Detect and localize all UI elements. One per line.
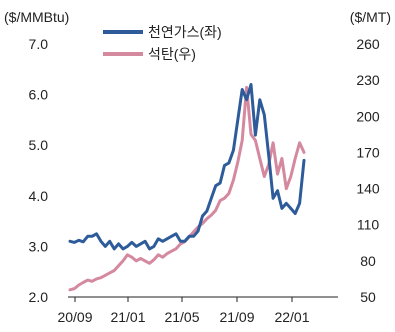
left-tick-label: 4.0 (29, 188, 49, 204)
series-layer (68, 83, 306, 292)
right-tick-label: 140 (356, 181, 380, 197)
x-tick-label: 22/01 (274, 309, 309, 325)
series-line-coal (68, 85, 306, 292)
legend-label-natural-gas: 천연가스(좌) (148, 24, 222, 40)
x-tick-label: 21/09 (219, 309, 254, 325)
legend-label-coal: 석탄(우) (148, 46, 196, 62)
right-tick-label: 200 (356, 108, 380, 124)
left-tick-label: 7.0 (29, 36, 49, 52)
left-axis-title: ($/MMBtu) (4, 9, 69, 25)
right-tick-label: 110 (357, 217, 380, 233)
right-tick-label: 170 (356, 144, 380, 160)
left-axis-ticks: 7.0 6.0 5.0 4.0 3.0 2.0 (29, 36, 49, 305)
x-tick-label: 20/09 (57, 309, 92, 325)
left-tick-label: 2.0 (29, 289, 49, 305)
right-axis-ticks: 260 230 200 170 140 110 80 50 (356, 36, 380, 305)
left-tick-label: 6.0 (29, 87, 49, 103)
right-tick-label: 230 (356, 72, 380, 88)
left-tick-label: 3.0 (29, 238, 49, 254)
legend: 천연가스(좌) 석탄(우) (103, 24, 222, 62)
right-tick-label: 260 (356, 36, 380, 52)
x-tick-label: 21/01 (110, 309, 145, 325)
series-line-natural-gas (68, 83, 306, 251)
x-tick-label: 21/05 (164, 309, 199, 325)
right-axis-title: ($/MT) (350, 9, 391, 25)
x-axis-ticks: 20/09 21/01 21/05 21/09 22/01 (57, 297, 310, 325)
right-tick-label: 80 (360, 253, 376, 269)
right-tick-label: 50 (360, 289, 376, 305)
left-tick-label: 5.0 (29, 137, 49, 153)
